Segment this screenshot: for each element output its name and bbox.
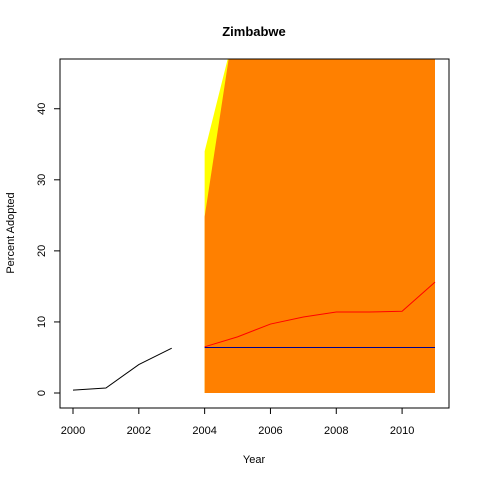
band-inner-band (204, 59, 435, 393)
axes: 2000 2002 2004 2006 2008 2010 0 10 20 30 40 (36, 58, 450, 437)
x-tick-label: 2006 (258, 425, 282, 437)
plot-area (72, 59, 436, 393)
y-tick-label: 30 (36, 174, 48, 186)
y-tick-label: 10 (36, 316, 48, 328)
chart-title: Zimbabwe (222, 24, 286, 39)
x-axis-label: Year (243, 454, 266, 466)
x-tick-label: 2004 (192, 425, 216, 437)
series-line-projection (204, 281, 436, 348)
series-line-observed (72, 347, 172, 391)
y-axis-label: Percent Adopted (5, 192, 17, 273)
y-tick-label: 0 (36, 390, 48, 396)
y-tick-label: 40 (36, 103, 48, 115)
x-tick-label: 2008 (324, 425, 348, 437)
x-tick-label: 2000 (61, 425, 85, 437)
x-tick-label: 2002 (127, 425, 151, 437)
y-tick-label: 20 (36, 245, 48, 257)
x-tick-label: 2010 (390, 425, 414, 437)
